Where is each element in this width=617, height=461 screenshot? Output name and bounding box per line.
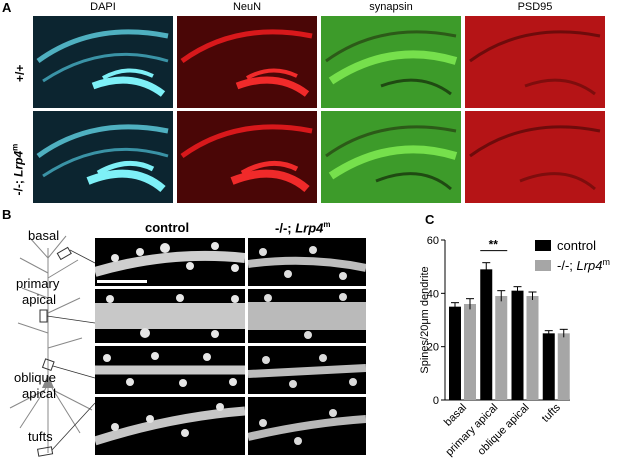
micrograph-psd95-mutant xyxy=(465,111,605,203)
legend-swatch xyxy=(535,240,551,251)
column-label-neun: NeuN xyxy=(232,1,262,13)
y-tick-label: 0 xyxy=(433,395,439,407)
legend-swatch xyxy=(535,260,551,271)
neuron-label-primary: primary xyxy=(16,276,60,291)
bar xyxy=(542,333,555,400)
row-label-wildtype: +/+ xyxy=(13,64,27,82)
neuron-label-oblique: oblique xyxy=(14,370,56,385)
dendrite-mutant-primary-apical xyxy=(248,289,366,343)
column-header-mutant: -/-; Lrp4m xyxy=(275,220,331,236)
row-label-mutant: -/-; Lrp4m xyxy=(10,143,26,196)
micrograph-neun-wt xyxy=(177,16,317,108)
neuron-label-tufts: tufts xyxy=(28,429,53,444)
micrograph-psd95-wt xyxy=(465,16,605,108)
bar xyxy=(480,269,493,400)
bar xyxy=(526,296,539,400)
x-tick-label: tufts xyxy=(540,401,564,425)
y-tick-label: 40 xyxy=(427,288,439,300)
micrograph-synapsin-mutant xyxy=(321,111,461,203)
dendrite-mutant-tufts xyxy=(248,397,366,455)
dendrite-control-basal xyxy=(95,238,245,286)
neuron-label-apical-2: apical xyxy=(22,386,56,401)
panel-a-letter: A xyxy=(2,0,12,15)
bar xyxy=(511,290,524,400)
bar xyxy=(449,306,461,400)
micrograph-dapi-wt xyxy=(33,16,173,108)
dendrite-mutant-basal xyxy=(248,238,366,286)
dendrite-mutant-oblique-apical xyxy=(248,346,366,394)
bar xyxy=(495,296,508,400)
panel-c-letter: C xyxy=(425,212,435,227)
x-tick-label: basal xyxy=(442,402,469,429)
legend-label: -/-; Lrp4m xyxy=(557,257,610,273)
neuron-label-apical-1: apical xyxy=(22,292,56,307)
micrograph-neun-mutant xyxy=(177,111,317,203)
column-label-synapsin: synapsin xyxy=(369,1,413,13)
micrograph-dapi-mutant xyxy=(33,111,173,203)
neuron-label-basal: basal xyxy=(28,228,60,243)
bar xyxy=(464,304,476,400)
significance-stars: ** xyxy=(489,238,499,252)
neuron-schematic xyxy=(9,235,96,457)
y-tick-label: 60 xyxy=(427,235,439,247)
y-tick-label: 20 xyxy=(427,342,439,354)
dendrite-control-primary-apical xyxy=(95,289,245,343)
column-label-psd95: PSD95 xyxy=(517,1,553,13)
column-label-dapi: DAPI xyxy=(90,1,116,13)
y-axis-label: Spines/20μm dendrite xyxy=(419,266,431,373)
bar xyxy=(557,333,570,400)
column-header-control: control xyxy=(145,220,190,235)
legend-label: control xyxy=(557,238,596,253)
dendrite-control-oblique-apical xyxy=(95,346,245,394)
panel-b-letter: B xyxy=(2,207,12,222)
dendrite-control-tufts xyxy=(95,397,245,455)
micrograph-synapsin-wt xyxy=(321,16,461,108)
